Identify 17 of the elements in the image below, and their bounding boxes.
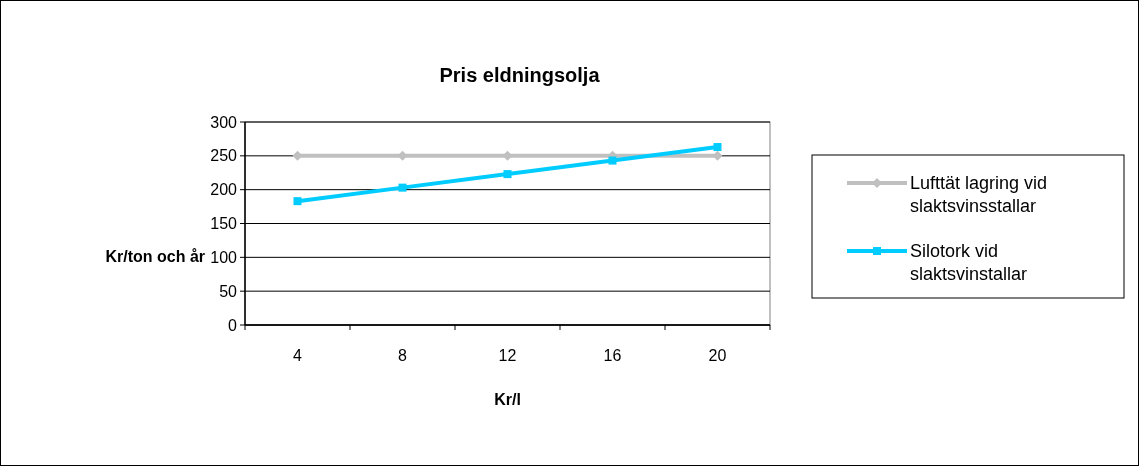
x-axis-title: Kr/l [494,391,521,408]
chart-title: Pris eldningsolja [439,64,601,86]
x-tick-label: 8 [398,347,408,364]
y-tick-label: 200 [210,181,238,199]
y-tick-label: 50 [219,282,238,300]
x-tick-label: 4 [293,347,303,364]
y-tick-label: 100 [210,248,238,266]
legend-label: Silotork vid slaktsvinstallar [910,241,1028,285]
y-tick-label: 300 [210,113,238,131]
y-axis-title: Kr/ton och år [105,247,205,265]
x-tick-label: 16 [603,347,622,364]
y-tick-label: 0 [228,316,238,334]
y-tick-label: 150 [210,215,238,233]
legend-label: Lufttät lagring vid slaktsvinsstallar [910,173,1048,217]
y-tick-label: 250 [210,147,238,165]
x-tick-label: 12 [498,347,517,364]
x-tick-label: 20 [708,347,727,364]
